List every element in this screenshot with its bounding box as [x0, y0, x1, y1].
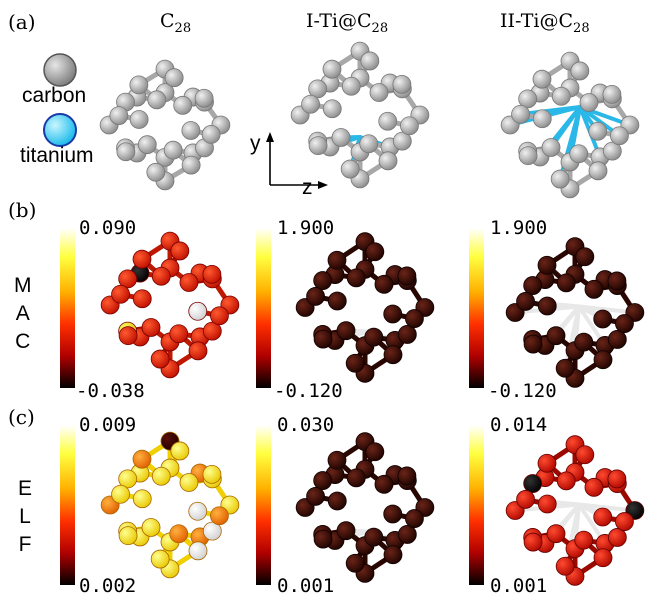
title-i-ti-c28: I-Ti@C28	[306, 10, 389, 36]
mac-map-ii-ti-c28	[505, 237, 645, 388]
axis-y-label: y	[250, 132, 261, 155]
elf-map-i-ti-c28	[295, 432, 435, 583]
titanium-legend-icon	[43, 113, 77, 147]
mac-colorbar-1	[60, 228, 75, 388]
carbon-legend-icon	[43, 53, 77, 87]
mac-max-3: 1.900	[490, 217, 548, 239]
mac-colorbar-2	[256, 228, 271, 388]
elf-min-1: 0.002	[79, 575, 137, 597]
ii-ti-c28-cage-structure	[500, 51, 640, 199]
titanium-legend-label: titanium	[20, 144, 94, 167]
panel-label-a: (a)	[8, 10, 36, 34]
elf-map-ii-ti-c28	[505, 435, 645, 586]
elf-max-3: 0.014	[490, 414, 548, 436]
mac-min-2: -0.120	[274, 380, 343, 402]
title-c28: C28	[160, 10, 192, 36]
axes-indicator-icon	[266, 132, 328, 189]
title-ii-ti-c28: II-Ti@C28	[500, 10, 590, 36]
mac-map-i-ti-c28	[295, 232, 435, 383]
panel-label-c: (c)	[8, 405, 35, 429]
mac-min-3: -0.120	[488, 380, 557, 402]
mac-colorbar-3	[469, 228, 484, 388]
elf-map-c28	[100, 431, 240, 579]
mac-map-c28	[100, 231, 240, 379]
elf-min-2: 0.001	[277, 575, 335, 597]
elf-max-1: 0.009	[79, 414, 137, 436]
elf-min-3: 0.001	[490, 575, 548, 597]
c28-cage-structure	[99, 59, 231, 191]
axis-z-label: z	[302, 176, 313, 199]
panel-label-b: (b)	[8, 198, 37, 222]
i-ti-c28-cage-structure	[290, 41, 430, 189]
elf-max-2: 0.030	[277, 414, 335, 436]
mac-max-2: 1.900	[277, 217, 335, 239]
carbon-legend-label: carbon	[22, 84, 87, 107]
elf-colorbar-3	[469, 425, 484, 585]
elf-colorbar-2	[256, 425, 271, 585]
elf-colorbar-1	[60, 425, 75, 585]
mac-min-1: -0.038	[76, 380, 145, 402]
mac-max-1: 0.090	[79, 217, 137, 239]
